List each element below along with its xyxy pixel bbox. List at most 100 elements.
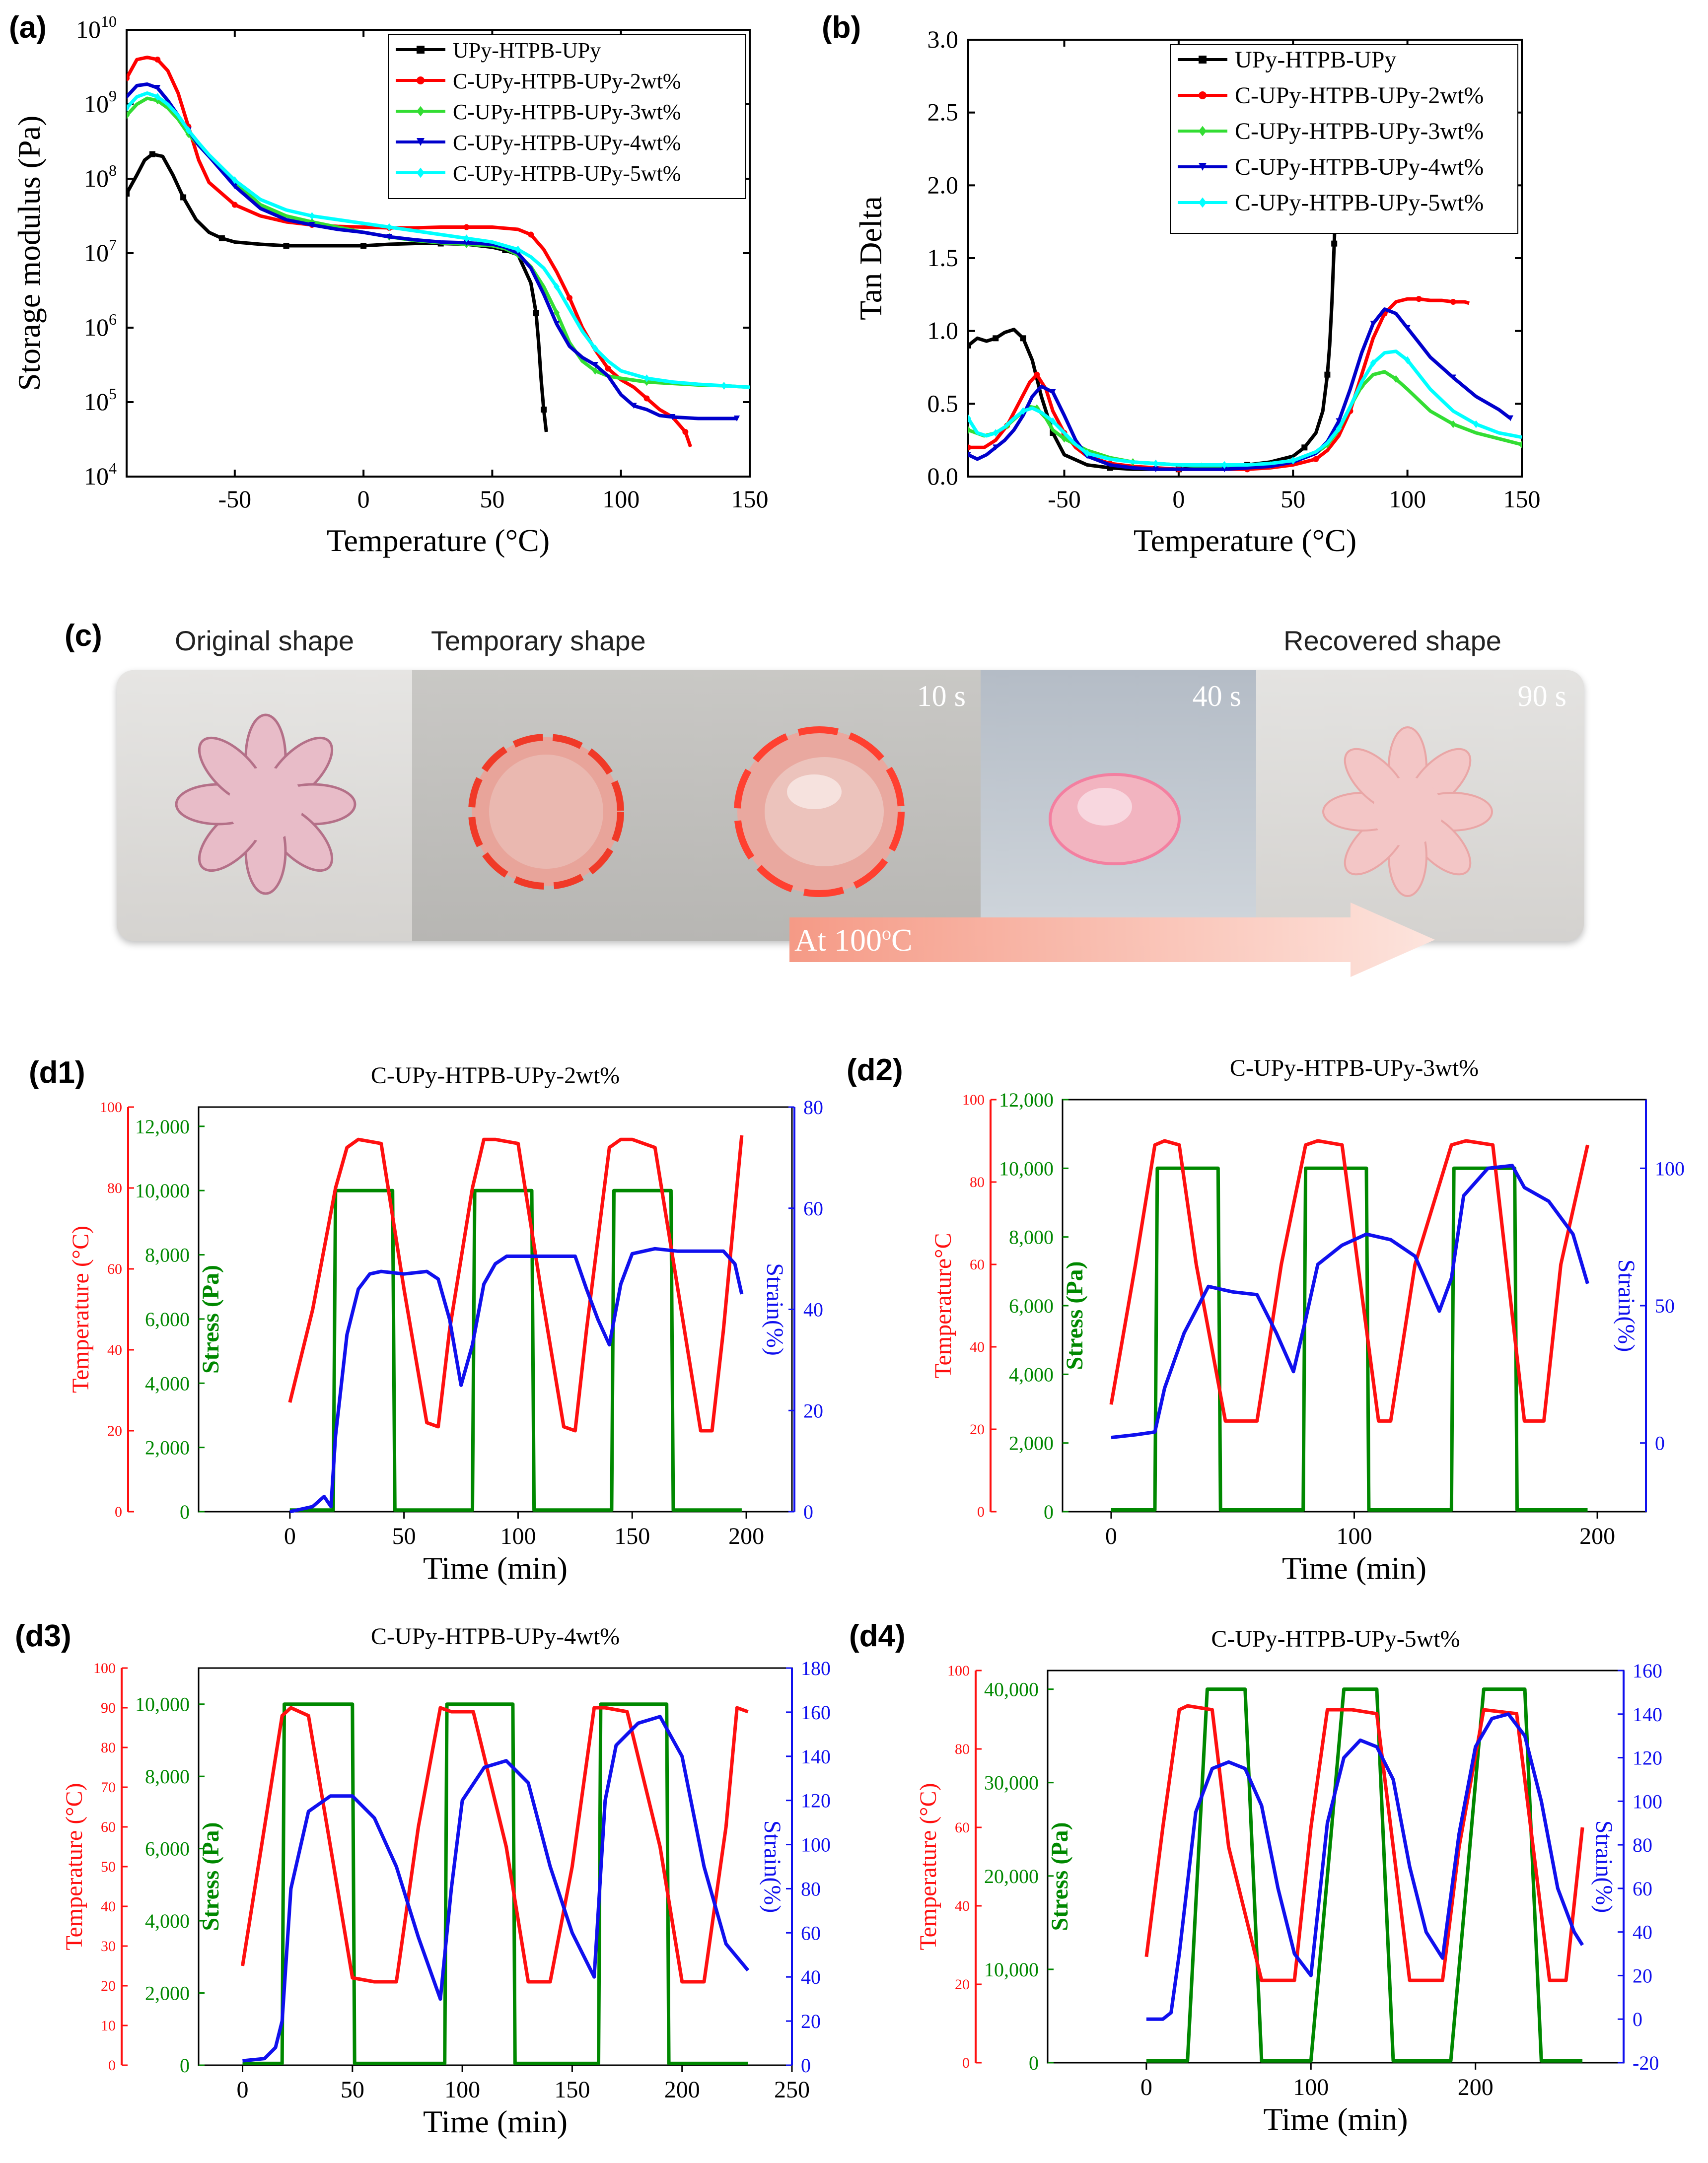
temp-tick-label: 0	[108, 2057, 116, 2074]
data-point	[127, 191, 130, 197]
data-point	[1519, 440, 1522, 449]
temp-tick-label: 60	[955, 1819, 970, 1836]
x-tick-label: 100	[1337, 1523, 1372, 1549]
x-tick-label: 50	[1281, 485, 1305, 513]
x-tick-label: 200	[1579, 1523, 1615, 1549]
data-point	[541, 407, 547, 413]
legend-marker	[1199, 163, 1207, 171]
y-tick-label: 0.0	[927, 462, 959, 490]
stress-line	[1146, 1687, 1583, 2063]
data-point	[515, 245, 521, 254]
data-point	[1290, 456, 1296, 465]
x-axis-title: Time (min)	[423, 2104, 568, 2139]
legend-marker	[417, 46, 425, 54]
chart-b: -50 0 50 100 150 Temperature (°C) 0.0 0.5 1.0 1.5…	[853, 25, 1541, 558]
strain-line	[1111, 1164, 1589, 1440]
x-tick-label: 150	[1503, 485, 1541, 513]
data-point	[185, 126, 192, 135]
y-tick-exp: 9	[109, 87, 117, 105]
data-point	[1331, 240, 1338, 247]
data-point	[993, 444, 999, 451]
y-tick-exp: 7	[109, 236, 117, 254]
stress-tick-label: 30,000	[984, 1772, 1039, 1794]
y-tick-base: 10	[84, 239, 109, 267]
data-point	[283, 243, 289, 249]
y-tick-base: 10	[84, 388, 109, 416]
stress-tick-label: 10,000	[984, 1958, 1039, 1981]
y-tick-label: 105	[84, 385, 117, 416]
data-point	[1221, 461, 1228, 469]
stress-tick-label: 10,000	[135, 1693, 190, 1716]
panel-label-c: (c)	[65, 619, 102, 653]
data-point	[1370, 321, 1376, 327]
strain-line	[289, 1247, 744, 1514]
data-point	[1393, 375, 1399, 383]
series-group	[127, 56, 750, 448]
x-axis-title: Time (min)	[1264, 2101, 1408, 2137]
strain-tick-label: 80	[801, 1878, 821, 1900]
series-line	[968, 297, 1470, 471]
legend-label: C-UPy-HTPB-UPy-3wt%	[1235, 118, 1484, 144]
stress-tick-label: 12,000	[999, 1089, 1054, 1111]
temp-axis-title: Temperature°C	[930, 1233, 956, 1378]
chart-title: C-UPy-HTPB-UPy-4wt%	[371, 1623, 620, 1650]
y-tick-label: 1010	[76, 12, 117, 43]
strain-axis-title: Strain(%)	[1613, 1259, 1639, 1352]
flower-recovered	[1322, 726, 1493, 897]
stress-tick-label: 0	[1044, 1501, 1054, 1523]
y-tick-base: 10	[84, 313, 109, 341]
legend-box	[388, 34, 746, 199]
data-point	[231, 176, 238, 184]
data-point	[154, 57, 161, 63]
data-point	[605, 365, 611, 372]
temp-tick-label: 20	[970, 1421, 985, 1438]
x-tick-label: 0	[1105, 1523, 1117, 1549]
data-point	[566, 295, 572, 301]
legend-label: UPy-HTPB-UPy	[1235, 47, 1396, 73]
stress-tick-label: 2,000	[1009, 1432, 1054, 1455]
arrow-label-degree: o	[882, 923, 891, 944]
photo-40s: 40 s	[981, 670, 1256, 941]
data-point	[592, 345, 598, 352]
data-point	[127, 111, 130, 120]
photo-original	[117, 670, 412, 941]
y-tick-label: 2.5	[927, 98, 959, 126]
data-point	[968, 414, 971, 422]
x-axis-title: Time (min)	[1282, 1550, 1426, 1586]
temp-axis-title: Temperature (°C)	[915, 1783, 941, 1950]
x-tick-label: 200	[728, 1523, 764, 1549]
data-point	[968, 452, 971, 458]
legend-label: C-UPy-HTPB-UPy-5wt%	[453, 161, 681, 186]
stress-axis-title: Stress (Pa)	[198, 1265, 224, 1374]
photo-strip: Original shape Temporary shape Recovered…	[0, 616, 1708, 993]
data-point	[1152, 459, 1159, 468]
strain-axis-title: Strain(%)	[762, 1263, 788, 1356]
panel-label-d2: (d2)	[847, 1053, 903, 1087]
x-tick-label: 150	[554, 2077, 590, 2103]
strain-tick-label: 100	[801, 1834, 831, 1856]
temp-tick-label: 100	[962, 1092, 985, 1108]
stress-tick-label: 0	[180, 2054, 190, 2077]
strain-tick-label: 100	[1655, 1157, 1685, 1180]
strain-axis-title: Strain(%)	[1591, 1820, 1617, 1913]
data-point	[554, 321, 560, 327]
x-tick-label: 0	[357, 485, 370, 513]
stress-tick-label: 10,000	[135, 1180, 190, 1202]
temperature-line	[241, 1706, 749, 1984]
y-tick-label: 1.5	[927, 244, 959, 272]
legend-marker	[1199, 126, 1207, 137]
temp-tick-label: 0	[115, 1504, 122, 1520]
legend-marker	[417, 138, 425, 146]
strain-tick-label: -20	[1633, 2052, 1659, 2074]
temp-tick-label: 80	[955, 1741, 970, 1757]
data-point	[1404, 325, 1411, 331]
temp-tick-label: 100	[100, 1099, 122, 1116]
arrow-label-unit: C	[891, 922, 913, 958]
data-point	[592, 362, 598, 368]
stress-line	[1111, 1166, 1588, 1512]
stress-tick-label: 2,000	[145, 1437, 190, 1459]
strain-tick-label: 80	[803, 1096, 823, 1118]
stress-tick-label: 40,000	[984, 1678, 1039, 1701]
